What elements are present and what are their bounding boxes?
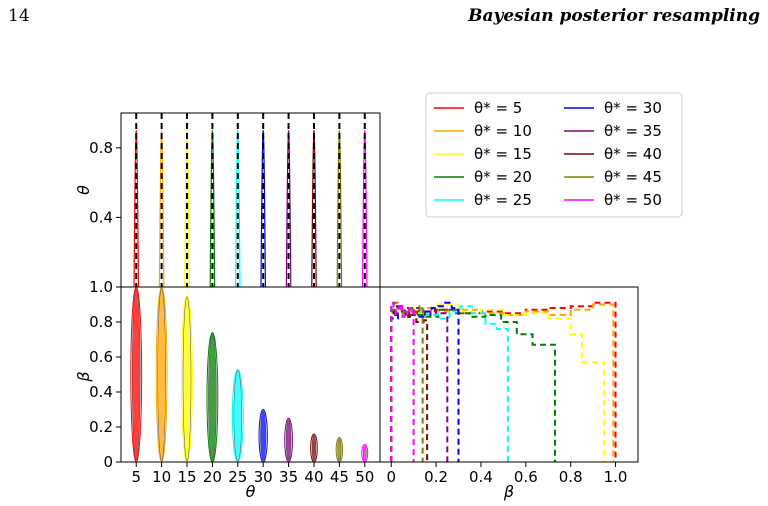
legend-label: θ* = 40 [604, 145, 662, 163]
beta-histogram [390, 305, 509, 462]
legend-label: θ* = 25 [474, 191, 532, 209]
legend-label: θ* = 30 [604, 99, 662, 117]
y-tick-label: 0.4 [89, 383, 113, 401]
x-tick-label: 5 [131, 468, 141, 486]
theta-peak [336, 130, 343, 288]
legend-frame [425, 92, 683, 218]
x-tick-label: 25 [228, 468, 247, 486]
posterior-contour-inner [337, 438, 342, 462]
legend-label: θ* = 15 [474, 145, 532, 163]
y-tick-label: 0.8 [89, 139, 113, 157]
theta-peak [311, 130, 317, 288]
x-tick-label: 15 [177, 468, 196, 486]
running-head: Bayesian posterior resampling [468, 6, 760, 26]
legend: θ* = 5 θ* = 10 θ* = 15 θ* = 20 θ* = 25 θ* = 3… [425, 92, 683, 218]
x-axis-label: θ [246, 482, 256, 501]
x-tick-label: 0.2 [424, 468, 448, 486]
x-axis-label: β [503, 482, 514, 501]
theta-peak [285, 130, 292, 288]
y-axis-label: β [74, 371, 93, 382]
posterior-contour-inner [311, 434, 317, 462]
beta-histogram [390, 301, 424, 462]
x-tick-label: 45 [330, 468, 349, 486]
beta-marginal-panel: 0 0.2 0.4 0.6 0.8 1.0 β [379, 286, 639, 501]
beta-axes-frame [379, 286, 639, 463]
theta-peak [361, 130, 368, 288]
beta-histogram [390, 301, 460, 462]
legend-label: θ* = 10 [474, 122, 532, 140]
x-tick-label: 0.6 [514, 468, 538, 486]
posterior-contour-inner [260, 410, 267, 462]
beta-histogram [390, 308, 556, 462]
x-tick-label: 0.8 [559, 468, 583, 486]
y-tick-label: 0.2 [89, 418, 113, 436]
page-number: 14 [8, 6, 30, 26]
beta-histogram [390, 301, 617, 462]
x-tick-label: 20 [203, 468, 222, 486]
theta-peak [260, 130, 266, 288]
theta-peak [209, 130, 216, 288]
theta-peak [158, 130, 165, 288]
beta-histogram [390, 305, 449, 462]
y-axis-label: θ [74, 185, 93, 195]
x-tick-label: 50 [355, 468, 374, 486]
theta-peak [184, 130, 190, 288]
x-tick-label: 10 [152, 468, 171, 486]
legend-label: θ* = 5 [474, 99, 522, 117]
x-tick-label: 35 [279, 468, 298, 486]
y-tick-label: 0.6 [89, 348, 113, 366]
beta-histogram [390, 307, 429, 462]
y-tick-label: 0.8 [89, 313, 113, 331]
posterior-contour-inner [208, 333, 217, 462]
posterior-contour-inner [182, 296, 192, 462]
theta-marginal-panel: 0.4 0.8 θ [74, 112, 381, 288]
beta-histogram [390, 303, 606, 462]
theta-peak [133, 130, 140, 288]
beta-histogram [390, 301, 415, 462]
x-tick-label: 1.0 [604, 468, 628, 486]
y-tick-label: 1.0 [89, 278, 113, 296]
x-tick-label: 0.4 [469, 468, 493, 486]
legend-label: θ* = 35 [604, 122, 662, 140]
posterior-contour-inner [131, 287, 141, 462]
x-tick-label: 30 [254, 468, 273, 486]
y-tick-label: 0 [103, 453, 113, 471]
posterior-contour-inner [362, 445, 367, 462]
posterior-contour-inner [233, 370, 243, 462]
legend-label: θ* = 20 [474, 168, 532, 186]
beta-histogram [390, 303, 615, 462]
posterior-contour-inner [285, 419, 292, 462]
x-tick-label: 0 [386, 468, 396, 486]
theta-peak [235, 130, 241, 288]
beta-vs-theta-panel: 0 0.2 0.4 0.6 0.8 1.0 5 10 15 20 25 30 35 40 45 50 θ β [74, 278, 381, 501]
posterior-contour-inner [157, 287, 166, 462]
legend-label: θ* = 50 [604, 191, 662, 209]
x-tick-label: 40 [304, 468, 323, 486]
y-tick-label: 0.4 [89, 208, 113, 226]
legend-label: θ* = 45 [604, 168, 662, 186]
